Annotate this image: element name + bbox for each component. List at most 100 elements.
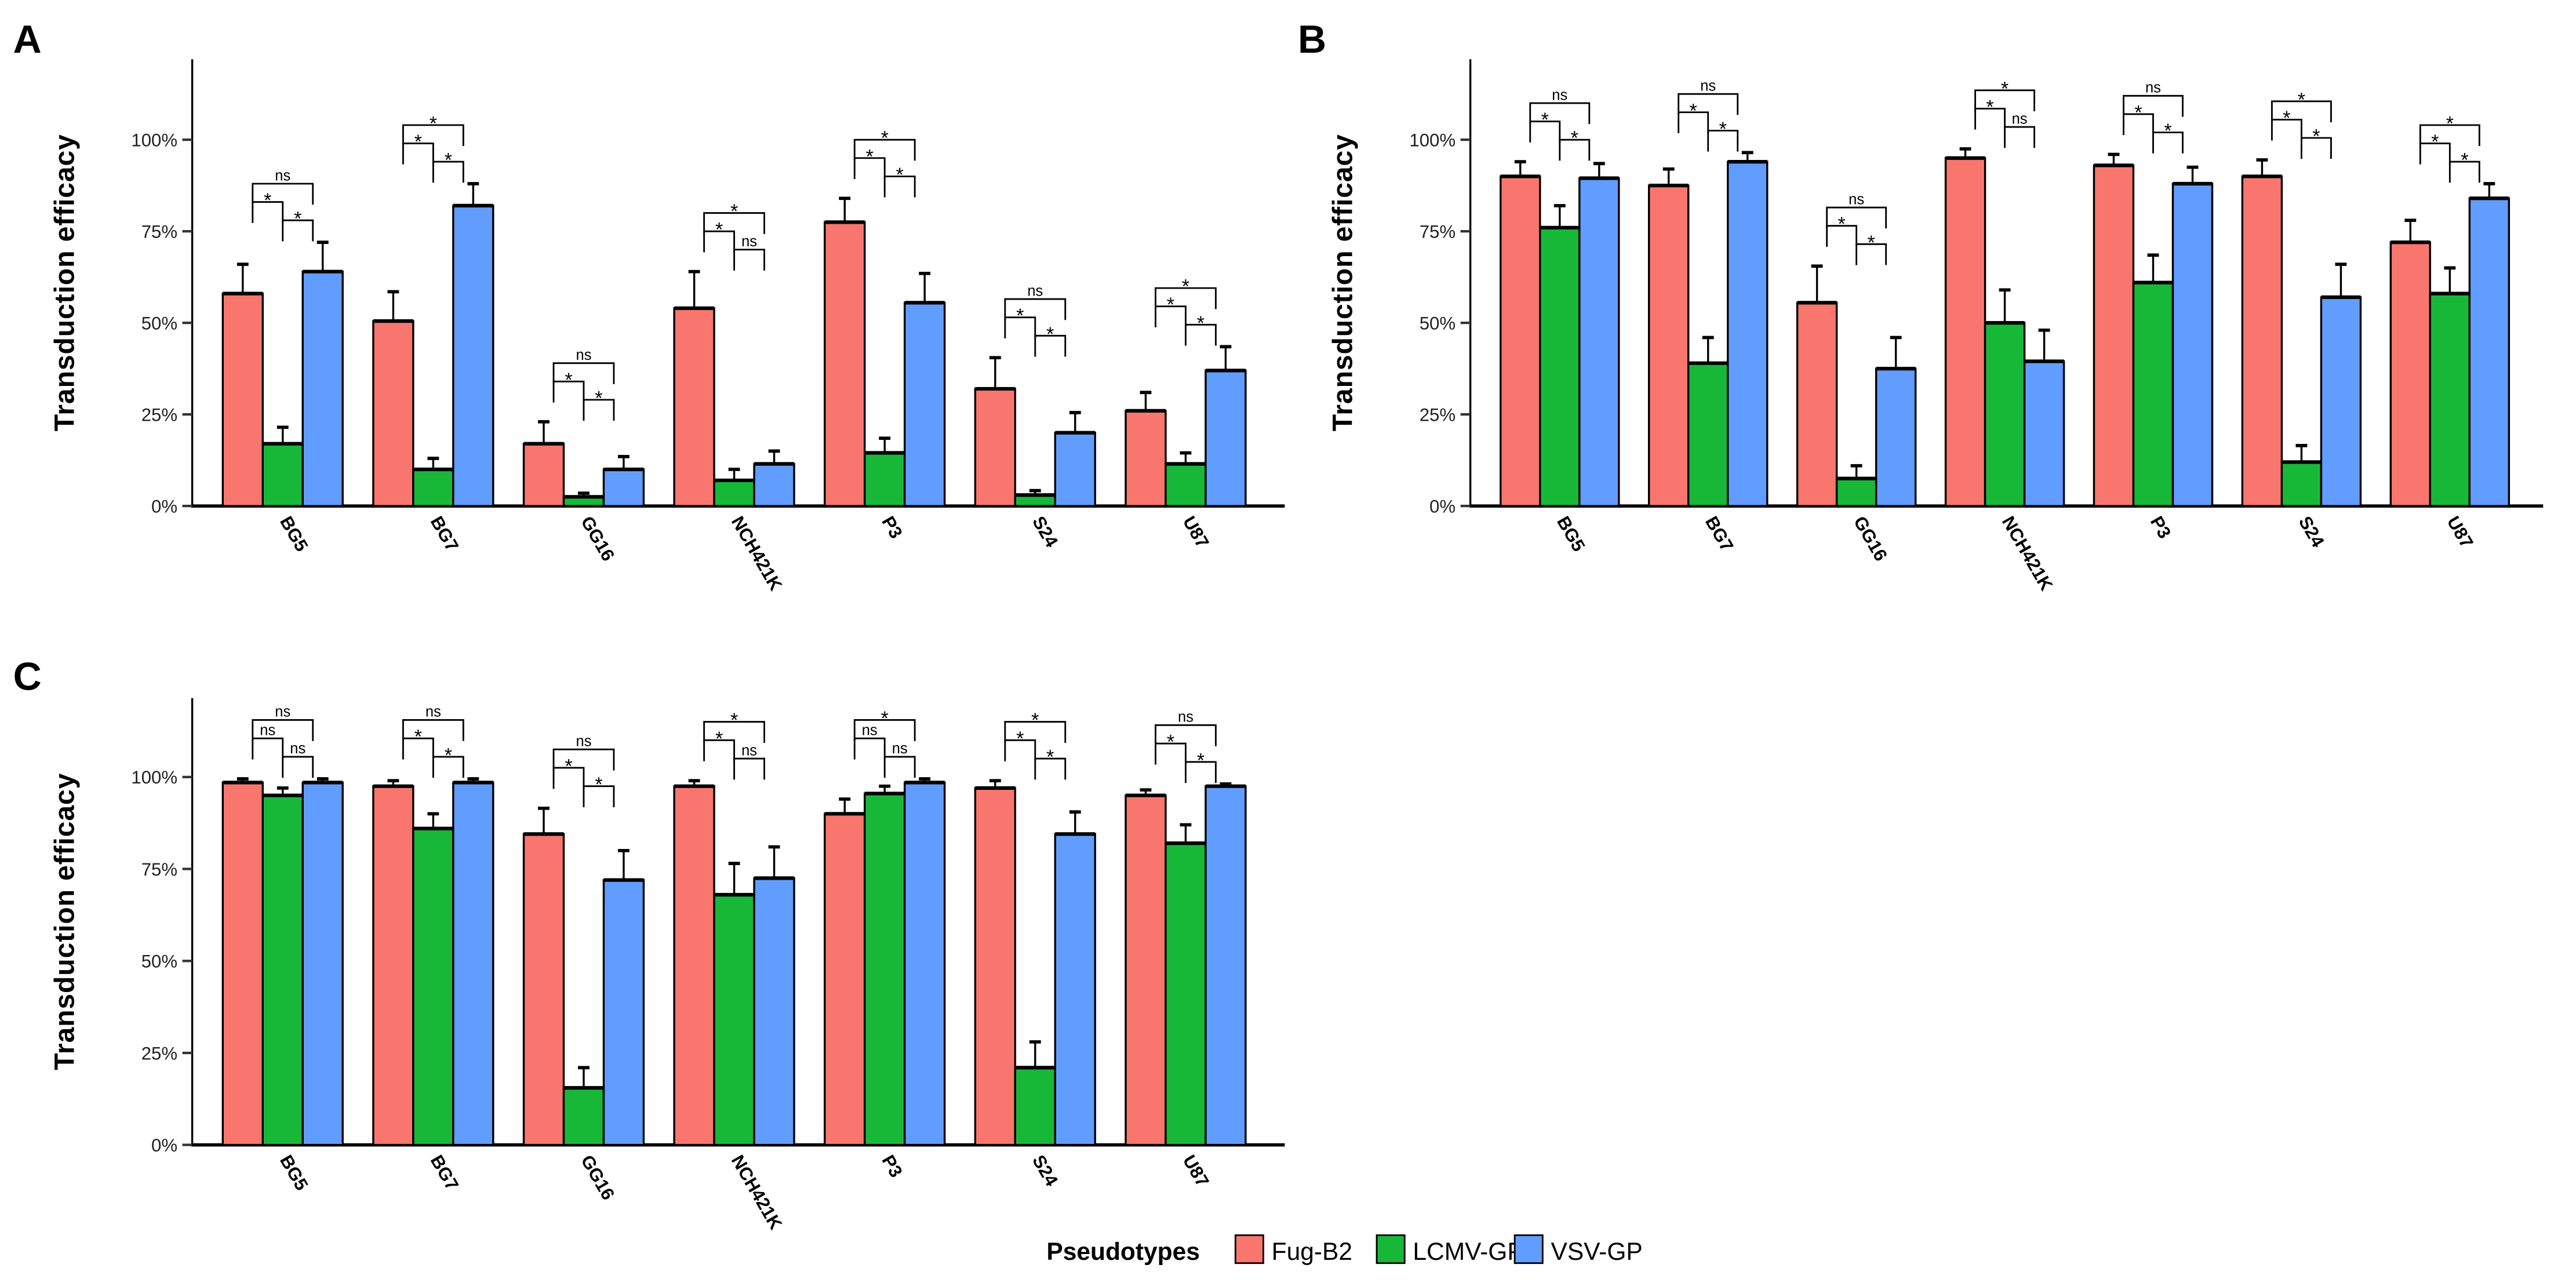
x-tick-label: BG5 bbox=[1553, 513, 1589, 555]
sig-bracket-1-2 bbox=[853, 737, 886, 760]
sig-bracket-2-3-label: ns bbox=[2012, 111, 2028, 127]
sig-bracket-1-3 bbox=[402, 719, 464, 741]
sig-bracket-1-2 bbox=[552, 767, 585, 789]
sig-bracket-1-3-label: ns bbox=[2145, 80, 2161, 96]
x-tick-label: GG16 bbox=[577, 513, 618, 564]
x-tick-label: NCH421K bbox=[727, 513, 787, 595]
bar-group-nch421k: ns** bbox=[673, 201, 795, 507]
bar-fug-b2 bbox=[2093, 164, 2135, 507]
sig-bracket-2-3 bbox=[883, 175, 916, 198]
bar-vsv-gp bbox=[903, 301, 946, 507]
legend-swatch-vsv-gp bbox=[1513, 1234, 1544, 1264]
x-tick-label: NCH421K bbox=[727, 1151, 787, 1233]
panel-letter: A bbox=[13, 17, 42, 61]
sig-bracket-1-3-label: ns bbox=[275, 167, 290, 184]
sig-bracket-2-3-label: * bbox=[445, 744, 452, 766]
bar-lcmv-gp bbox=[1165, 842, 1207, 1146]
bar-fug-b2 bbox=[372, 320, 414, 507]
bar-group-bg5: **ns bbox=[1500, 87, 1620, 507]
y-tick-label: 75% bbox=[141, 221, 177, 242]
sig-bracket-1-2 bbox=[1826, 225, 1858, 247]
x-tick-label: P3 bbox=[878, 513, 906, 542]
sig-bracket-1-2 bbox=[1974, 108, 2006, 130]
bar-group-u87: * * * bbox=[1125, 276, 1247, 507]
sig-bracket-2-3-label: * bbox=[1571, 127, 1578, 150]
sig-bracket-2-3 bbox=[1559, 138, 1591, 161]
legend-label-lcmv-gp: LCMV-GP bbox=[1413, 1238, 1523, 1266]
x-tick-label: P3 bbox=[2146, 513, 2175, 542]
sig-bracket-1-3-label: * bbox=[1031, 709, 1039, 731]
sig-bracket-1-3-label: ns bbox=[1178, 709, 1194, 726]
sig-bracket-2-3-label: ns bbox=[892, 741, 908, 757]
y-axis-title: Transduction efficacy bbox=[49, 773, 81, 1070]
legend-title: Pseudotypes bbox=[1046, 1238, 1200, 1266]
bar-fug-b2 bbox=[1944, 157, 1986, 507]
sig-bracket-1-2-label: * bbox=[2134, 101, 2142, 123]
sig-bracket-2-3 bbox=[2448, 161, 2480, 183]
y-tick-label: 75% bbox=[141, 859, 177, 880]
x-tick-label: BG7 bbox=[1701, 513, 1737, 555]
bar-fug-b2 bbox=[824, 221, 866, 507]
sig-bracket-1-3-label: ns bbox=[1552, 87, 1567, 103]
sig-bracket-2-3 bbox=[2004, 126, 2035, 148]
sig-bracket-2-3 bbox=[1034, 334, 1067, 357]
y-tick-label: 100% bbox=[131, 130, 177, 150]
y-axis-title: Transduction efficacy bbox=[1327, 134, 1359, 431]
sig-bracket-1-3-label: ns bbox=[1027, 283, 1043, 299]
bar-group-gg16: **ns bbox=[522, 734, 645, 1146]
y-tick-label: 50% bbox=[141, 952, 177, 972]
bar-vsv-gp bbox=[753, 462, 795, 507]
sig-bracket-1-3 bbox=[552, 362, 615, 384]
sig-bracket-1-3 bbox=[1155, 724, 1217, 746]
legend: Pseudotypes Fug-B2 LCMV-GP VSV-GP bbox=[1046, 1234, 1643, 1266]
bar-group-gg16: **ns bbox=[522, 347, 645, 507]
sig-bracket-1-3-label: * bbox=[2298, 89, 2305, 111]
sig-bracket-1-2-label: * bbox=[264, 189, 271, 212]
sig-bracket-1-3-label: ns bbox=[1849, 191, 1864, 207]
sig-bracket-2-3-label: * bbox=[1197, 749, 1205, 771]
bar-fug-b2 bbox=[974, 787, 1017, 1146]
sig-bracket-1-3-label: ns bbox=[275, 704, 290, 720]
bar-vsv-gp bbox=[1578, 177, 1620, 507]
x-tick-label: NCH421K bbox=[1998, 513, 2057, 595]
sig-bracket-2-3 bbox=[432, 756, 464, 778]
y-tick-label: 75% bbox=[1420, 221, 1456, 242]
sig-bracket-1-2 bbox=[1678, 111, 1709, 133]
sig-bracket-1-2-label: * bbox=[565, 369, 572, 391]
sig-bracket-1-2-label: * bbox=[1838, 213, 1846, 235]
sig-bracket-2-3 bbox=[1855, 243, 1887, 265]
bar-group-s24: * * * bbox=[974, 709, 1096, 1146]
sig-bracket-1-2 bbox=[1004, 739, 1036, 761]
sig-bracket-2-3-label: ns bbox=[741, 742, 757, 759]
sig-bracket-2-3-label: * bbox=[896, 164, 904, 186]
sig-bracket-2-3 bbox=[583, 399, 615, 421]
sig-bracket-1-2 bbox=[1155, 742, 1187, 765]
bar-fug-b2 bbox=[673, 307, 715, 507]
sig-bracket-2-3 bbox=[733, 757, 765, 780]
sig-bracket-2-3 bbox=[432, 161, 464, 183]
bar-fug-b2 bbox=[974, 388, 1017, 507]
bar-fug-b2 bbox=[824, 812, 866, 1146]
y-tick-label: 100% bbox=[131, 767, 177, 788]
bar-fug-b2 bbox=[2241, 175, 2283, 507]
y-tick-label: 0% bbox=[151, 497, 177, 517]
x-tick-label: BG5 bbox=[276, 1151, 312, 1194]
sig-bracket-1-2 bbox=[402, 737, 434, 760]
bar-lcmv-gp bbox=[1539, 227, 1581, 507]
bar-group-p3: * * * bbox=[824, 127, 946, 507]
sig-bracket-1-2-label: ns bbox=[862, 722, 878, 738]
sig-bracket-2-3-label: * bbox=[595, 774, 602, 796]
y-tick-label: 100% bbox=[1409, 130, 1456, 150]
sig-bracket-1-2 bbox=[1155, 305, 1187, 327]
sig-bracket-1-3 bbox=[2271, 100, 2332, 122]
sig-bracket-1-3 bbox=[1004, 721, 1067, 743]
sig-bracket-2-3 bbox=[1185, 761, 1217, 783]
bar-lcmv-gp bbox=[864, 451, 906, 507]
bar-vsv-gp bbox=[1727, 161, 1769, 507]
sig-bracket-1-2 bbox=[552, 380, 585, 403]
y-tick-label: 0% bbox=[1429, 497, 1456, 517]
sig-bracket-2-3 bbox=[2152, 132, 2184, 154]
sig-bracket-2-3 bbox=[282, 756, 314, 778]
bar-lcmv-gp bbox=[864, 792, 906, 1146]
